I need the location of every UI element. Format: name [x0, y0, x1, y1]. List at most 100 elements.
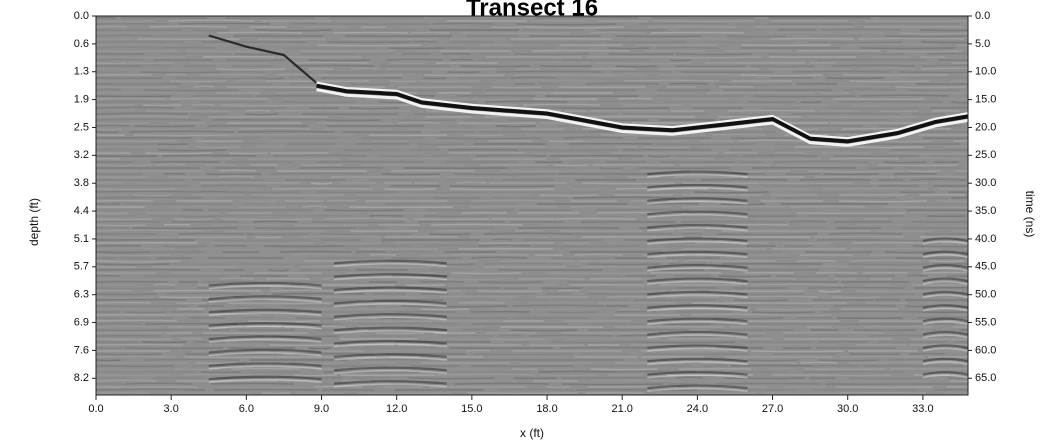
- depth-axis: 0.0 0.6 1.3 1.9 2.5 3.2 3.8 4.4 5.1 5.7 6.3 6.9 7.6 8…: [74, 10, 96, 384]
- reflection-band: [246, 325, 282, 328]
- reflection-band: [133, 134, 229, 137]
- reflection-band: [845, 43, 939, 46]
- reflection-band: [190, 113, 227, 116]
- reflection-band: [216, 68, 286, 71]
- hyperbola-band-light: [333, 356, 447, 361]
- hyperbola-band-light: [208, 338, 322, 343]
- depth-tick-label: 7.6: [74, 344, 89, 356]
- reflection-band: [615, 310, 657, 313]
- reflection-band: [489, 338, 545, 341]
- reflection-band: [868, 334, 932, 337]
- reflection-band: [210, 128, 241, 131]
- reflection-band: [348, 157, 452, 160]
- reflection-band: [879, 16, 968, 19]
- hyperbola-band-light: [333, 276, 447, 281]
- reflection-band: [538, 374, 597, 377]
- reflection-band: [472, 199, 556, 202]
- reflection-band: [449, 188, 555, 191]
- reflection-band: [695, 241, 768, 244]
- reflection-band: [637, 178, 695, 181]
- reflection-band: [659, 346, 702, 349]
- reflection-band: [96, 122, 150, 125]
- reflection-band: [417, 143, 465, 146]
- reflection-band: [401, 305, 508, 308]
- reflection-band: [243, 316, 274, 319]
- reflection-band: [529, 334, 613, 337]
- hyperbola-band-light: [922, 240, 968, 245]
- reflection-band: [96, 86, 177, 89]
- time-tick-label: 35.0: [975, 205, 996, 217]
- reflection-band: [96, 287, 175, 290]
- reflection-band: [800, 361, 838, 364]
- reflection-band: [170, 80, 227, 83]
- reflection-band: [201, 371, 241, 374]
- reflection-band: [904, 331, 968, 334]
- reflection-band: [615, 65, 658, 68]
- reflection-band: [821, 28, 901, 31]
- reflection-band: [268, 376, 343, 379]
- reflection-band: [907, 274, 928, 277]
- reflection-band: [349, 107, 400, 110]
- hyperbola-band-dark: [208, 348, 322, 354]
- reflection-band: [788, 220, 827, 223]
- reflection-band: [510, 329, 578, 332]
- reflection-band: [616, 187, 708, 190]
- reflection-band: [899, 32, 968, 35]
- reflection-band: [641, 278, 728, 281]
- reflection-band: [762, 107, 802, 110]
- reflection-band: [161, 154, 257, 157]
- hyperbola-band-light: [647, 361, 748, 366]
- reflection-band: [362, 361, 398, 364]
- reflection-band: [96, 254, 172, 257]
- reflection-band: [555, 217, 636, 220]
- reflection-band: [391, 274, 449, 277]
- reflection-band: [96, 43, 181, 46]
- reflection-band: [691, 313, 780, 316]
- depth-tick-label: 0.0: [74, 10, 89, 22]
- depth-tick-label: 8.2: [74, 372, 89, 384]
- reflection-band: [714, 83, 793, 86]
- reflection-band: [863, 191, 893, 194]
- reflection-band: [386, 58, 444, 61]
- reflection-band: [679, 227, 706, 230]
- reflection-band: [245, 113, 279, 116]
- reflection-band: [766, 53, 874, 56]
- reflection-band: [450, 58, 473, 61]
- hyperbola-band-light: [647, 307, 748, 312]
- reflection-band: [913, 197, 949, 200]
- hyperbola-band-light: [333, 383, 447, 388]
- reflection-band: [325, 242, 381, 245]
- reflection-band: [958, 329, 968, 331]
- reflection-band: [641, 214, 745, 217]
- reflection-band: [483, 232, 574, 235]
- reflection-band: [272, 292, 365, 295]
- reflection-band: [529, 344, 584, 347]
- hyperbola-band-light: [208, 352, 322, 357]
- reflection-band: [270, 172, 368, 175]
- strong-reflector-dark: [316, 83, 968, 144]
- time-tick-label: 45.0: [975, 261, 996, 273]
- reflection-band: [735, 280, 838, 283]
- hyperbola-band-light: [333, 329, 447, 334]
- reflection-band: [310, 182, 333, 185]
- reflection-band: [912, 245, 968, 248]
- reflection-band: [808, 265, 850, 268]
- reflection-band: [478, 244, 531, 247]
- reflection-band: [454, 382, 549, 385]
- reflection-band: [710, 304, 814, 307]
- reflection-band: [664, 245, 740, 248]
- reflection-band: [478, 281, 543, 284]
- reflection-band: [96, 251, 151, 254]
- reflection-band: [259, 133, 354, 136]
- time-tick-label: 65.0: [975, 372, 996, 384]
- x-tick-label: 9.0: [314, 403, 329, 415]
- reflection-band: [849, 80, 930, 83]
- hyperbola-band-light: [922, 280, 968, 285]
- reflection-band: [666, 295, 720, 298]
- reflection-band: [693, 191, 769, 194]
- reflection-band: [850, 259, 921, 262]
- reflection-band: [396, 241, 456, 244]
- reflection-band: [96, 353, 163, 356]
- hyperbola-band-light: [647, 294, 748, 299]
- reflection-band: [217, 31, 303, 34]
